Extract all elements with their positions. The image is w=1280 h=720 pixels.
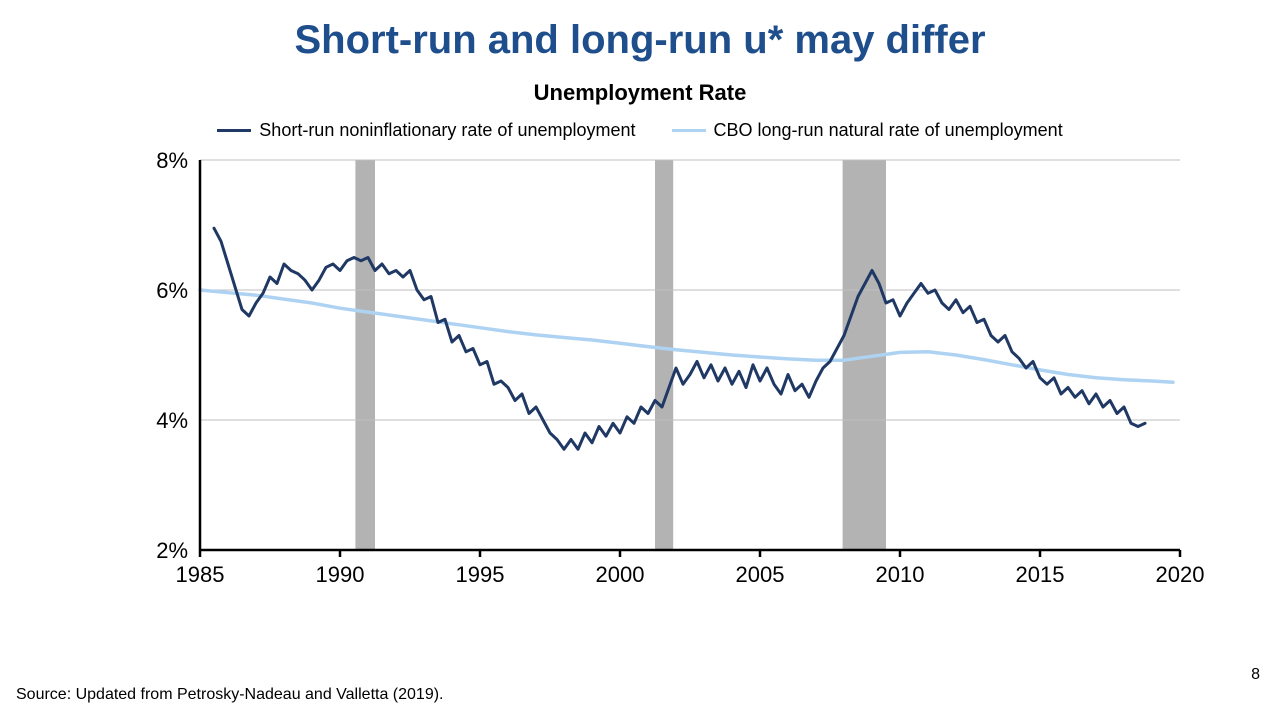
page-number: 8 bbox=[1251, 666, 1260, 684]
x-tick-label: 2015 bbox=[1016, 562, 1065, 587]
x-tick-label: 2000 bbox=[596, 562, 645, 587]
plot-group: 2% 4% 6% 8% 1985 1990 1995 2000 2005 2010 2015 2020 bbox=[156, 148, 1204, 587]
chart-subtitle: Unemployment Rate bbox=[0, 80, 1280, 106]
series-line bbox=[214, 228, 1145, 449]
y-tick-label: 2% bbox=[156, 538, 188, 563]
legend-item-cbo: CBO long-run natural rate of unemploymen… bbox=[672, 120, 1063, 141]
legend-swatch bbox=[672, 129, 706, 132]
y-tick-label: 8% bbox=[156, 148, 188, 173]
chart-legend: Short-run noninflationary rate of unempl… bbox=[0, 120, 1280, 141]
line-chart: 2%4%6%8%19851990199520002005201020152020 bbox=[130, 150, 1190, 600]
slide: Short-run and long-run u* may differ Une… bbox=[0, 0, 1280, 720]
y-tick-label: 6% bbox=[156, 278, 188, 303]
x-tick-label: 1990 bbox=[316, 562, 365, 587]
source-note: Source: Updated from Petrosky-Nadeau and… bbox=[16, 686, 444, 704]
recession-band bbox=[355, 160, 375, 550]
x-tick-label: 1995 bbox=[456, 562, 505, 587]
x-tick-label: 2010 bbox=[876, 562, 925, 587]
page-title: Short-run and long-run u* may differ bbox=[0, 18, 1280, 63]
legend-label: Short-run noninflationary rate of unempl… bbox=[259, 120, 635, 141]
legend-label: CBO long-run natural rate of unemploymen… bbox=[714, 120, 1063, 141]
chart-area: 2%4%6%8%19851990199520002005201020152020 bbox=[130, 150, 1190, 600]
y-tick-label: 4% bbox=[156, 408, 188, 433]
x-tick-label: 1985 bbox=[176, 562, 225, 587]
legend-item-short-run: Short-run noninflationary rate of unempl… bbox=[217, 120, 635, 141]
recession-band bbox=[655, 160, 673, 550]
x-tick-label: 2020 bbox=[1156, 562, 1205, 587]
legend-swatch bbox=[217, 129, 251, 132]
x-tick-label: 2005 bbox=[736, 562, 785, 587]
